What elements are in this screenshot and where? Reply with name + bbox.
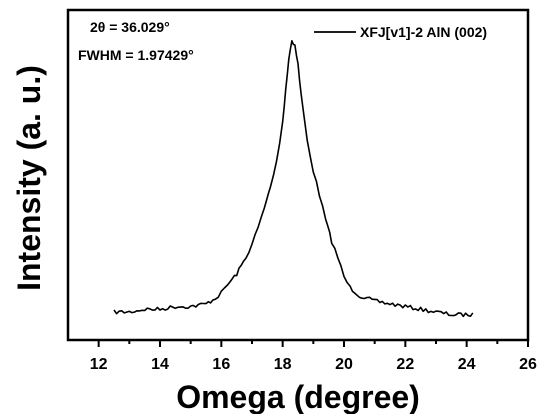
legend-label: XFJ[v1]-2 AlN (002) (360, 24, 487, 40)
x-tick-label: 14 (151, 356, 169, 373)
x-tick-label: 18 (274, 356, 292, 373)
x-tick-label: 24 (458, 356, 476, 373)
x-tick-label: 16 (212, 356, 230, 373)
series-line-0 (113, 40, 474, 318)
x-axis-label: Omega (degree) (176, 379, 420, 414)
y-axis-label: Intensity (a. u.) (11, 65, 47, 291)
x-tick-label: 26 (519, 356, 537, 373)
x-axis-ticks: 12 14 16 18 20 22 24 26 (90, 340, 537, 373)
x-tick-label: 22 (396, 356, 414, 373)
annotation-fwhm: FWHM = 1.97429° (78, 47, 194, 63)
series-layer (113, 40, 474, 318)
x-tick-label: 12 (90, 356, 108, 373)
legend: XFJ[v1]-2 AlN (002) (314, 24, 487, 40)
x-tick-label: 20 (335, 356, 353, 373)
annotation-2theta: 2θ = 36.029° (90, 19, 170, 35)
plot-frame (66, 8, 530, 342)
